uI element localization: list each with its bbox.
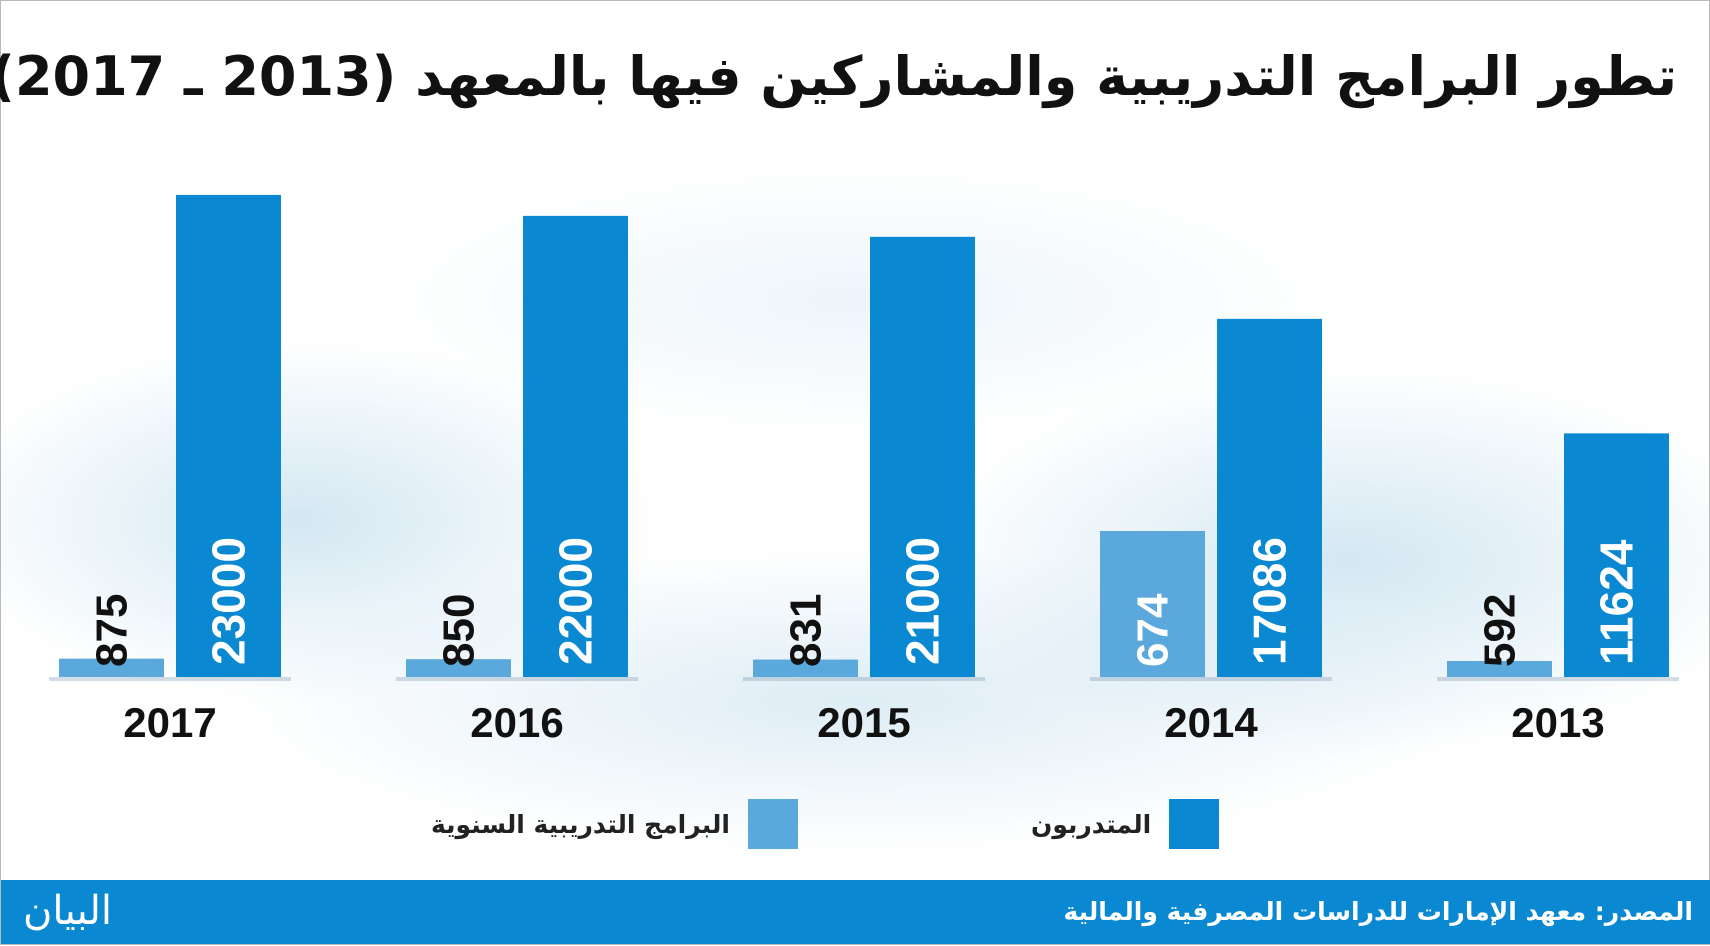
x-tick-label-2017: 2017 (123, 699, 216, 746)
value-label-programs-2014: 674 (1129, 593, 1178, 667)
baseline-shadow (743, 677, 985, 681)
bar-trainees-2015 (870, 236, 975, 677)
bar-programs-2017 (59, 658, 164, 677)
value-label-programs-2016: 850 (435, 594, 484, 667)
albayan-logo: البيان (23, 888, 113, 934)
bar-programs-2014 (1100, 531, 1205, 677)
value-label-trainees-2016: 22000 (550, 537, 602, 665)
value-label-trainees-2017: 23000 (203, 537, 255, 665)
value-label-trainees-2013: 11624 (1591, 539, 1643, 665)
chart-title: تطور البرامج التدريبية والمشاركين فيها ب… (0, 45, 1677, 108)
x-tick-label-2013: 2013 (1511, 699, 1604, 746)
footer-bar: البيان المصدر: معهد الإمارات للدراسات ال… (1, 880, 1710, 944)
baseline-shadow (49, 677, 291, 681)
legend-item-trainees: المتدربون (1031, 797, 1220, 851)
bar-trainees-2013 (1564, 433, 1669, 677)
value-label-programs-2013: 592 (1476, 594, 1525, 667)
bar-programs-2015 (753, 659, 858, 677)
value-label-trainees-2014: 17086 (1244, 537, 1296, 665)
legend-label-programs: البرامج التدريبية السنوية (431, 809, 730, 839)
x-tick-label-2015: 2015 (817, 699, 910, 746)
legend-swatch-trainees (1169, 799, 1220, 849)
x-tick-label-2016: 2016 (470, 699, 563, 746)
bar-trainees-2014 (1217, 318, 1322, 677)
x-tick-label-2014: 2014 (1164, 699, 1258, 746)
value-label-trainees-2015: 21000 (897, 537, 949, 665)
bar-programs-2016 (406, 659, 511, 677)
baseline-shadow (1090, 677, 1332, 681)
value-label-programs-2015: 831 (782, 594, 831, 667)
bar-trainees-2016 (523, 215, 628, 677)
baseline-shadow (1437, 677, 1679, 681)
legend-swatch-programs (747, 799, 798, 849)
baseline-shadow (396, 677, 638, 681)
legend-item-programs: البرامج التدريبية السنوية (431, 797, 798, 851)
bar-programs-2013 (1447, 661, 1552, 677)
value-label-programs-2017: 875 (88, 594, 137, 667)
legend-label-trainees: المتدربون (1031, 809, 1152, 839)
bar-trainees-2017 (176, 194, 281, 678)
source-note: المصدر: معهد الإمارات للدراسات المصرفية … (1063, 897, 1694, 926)
